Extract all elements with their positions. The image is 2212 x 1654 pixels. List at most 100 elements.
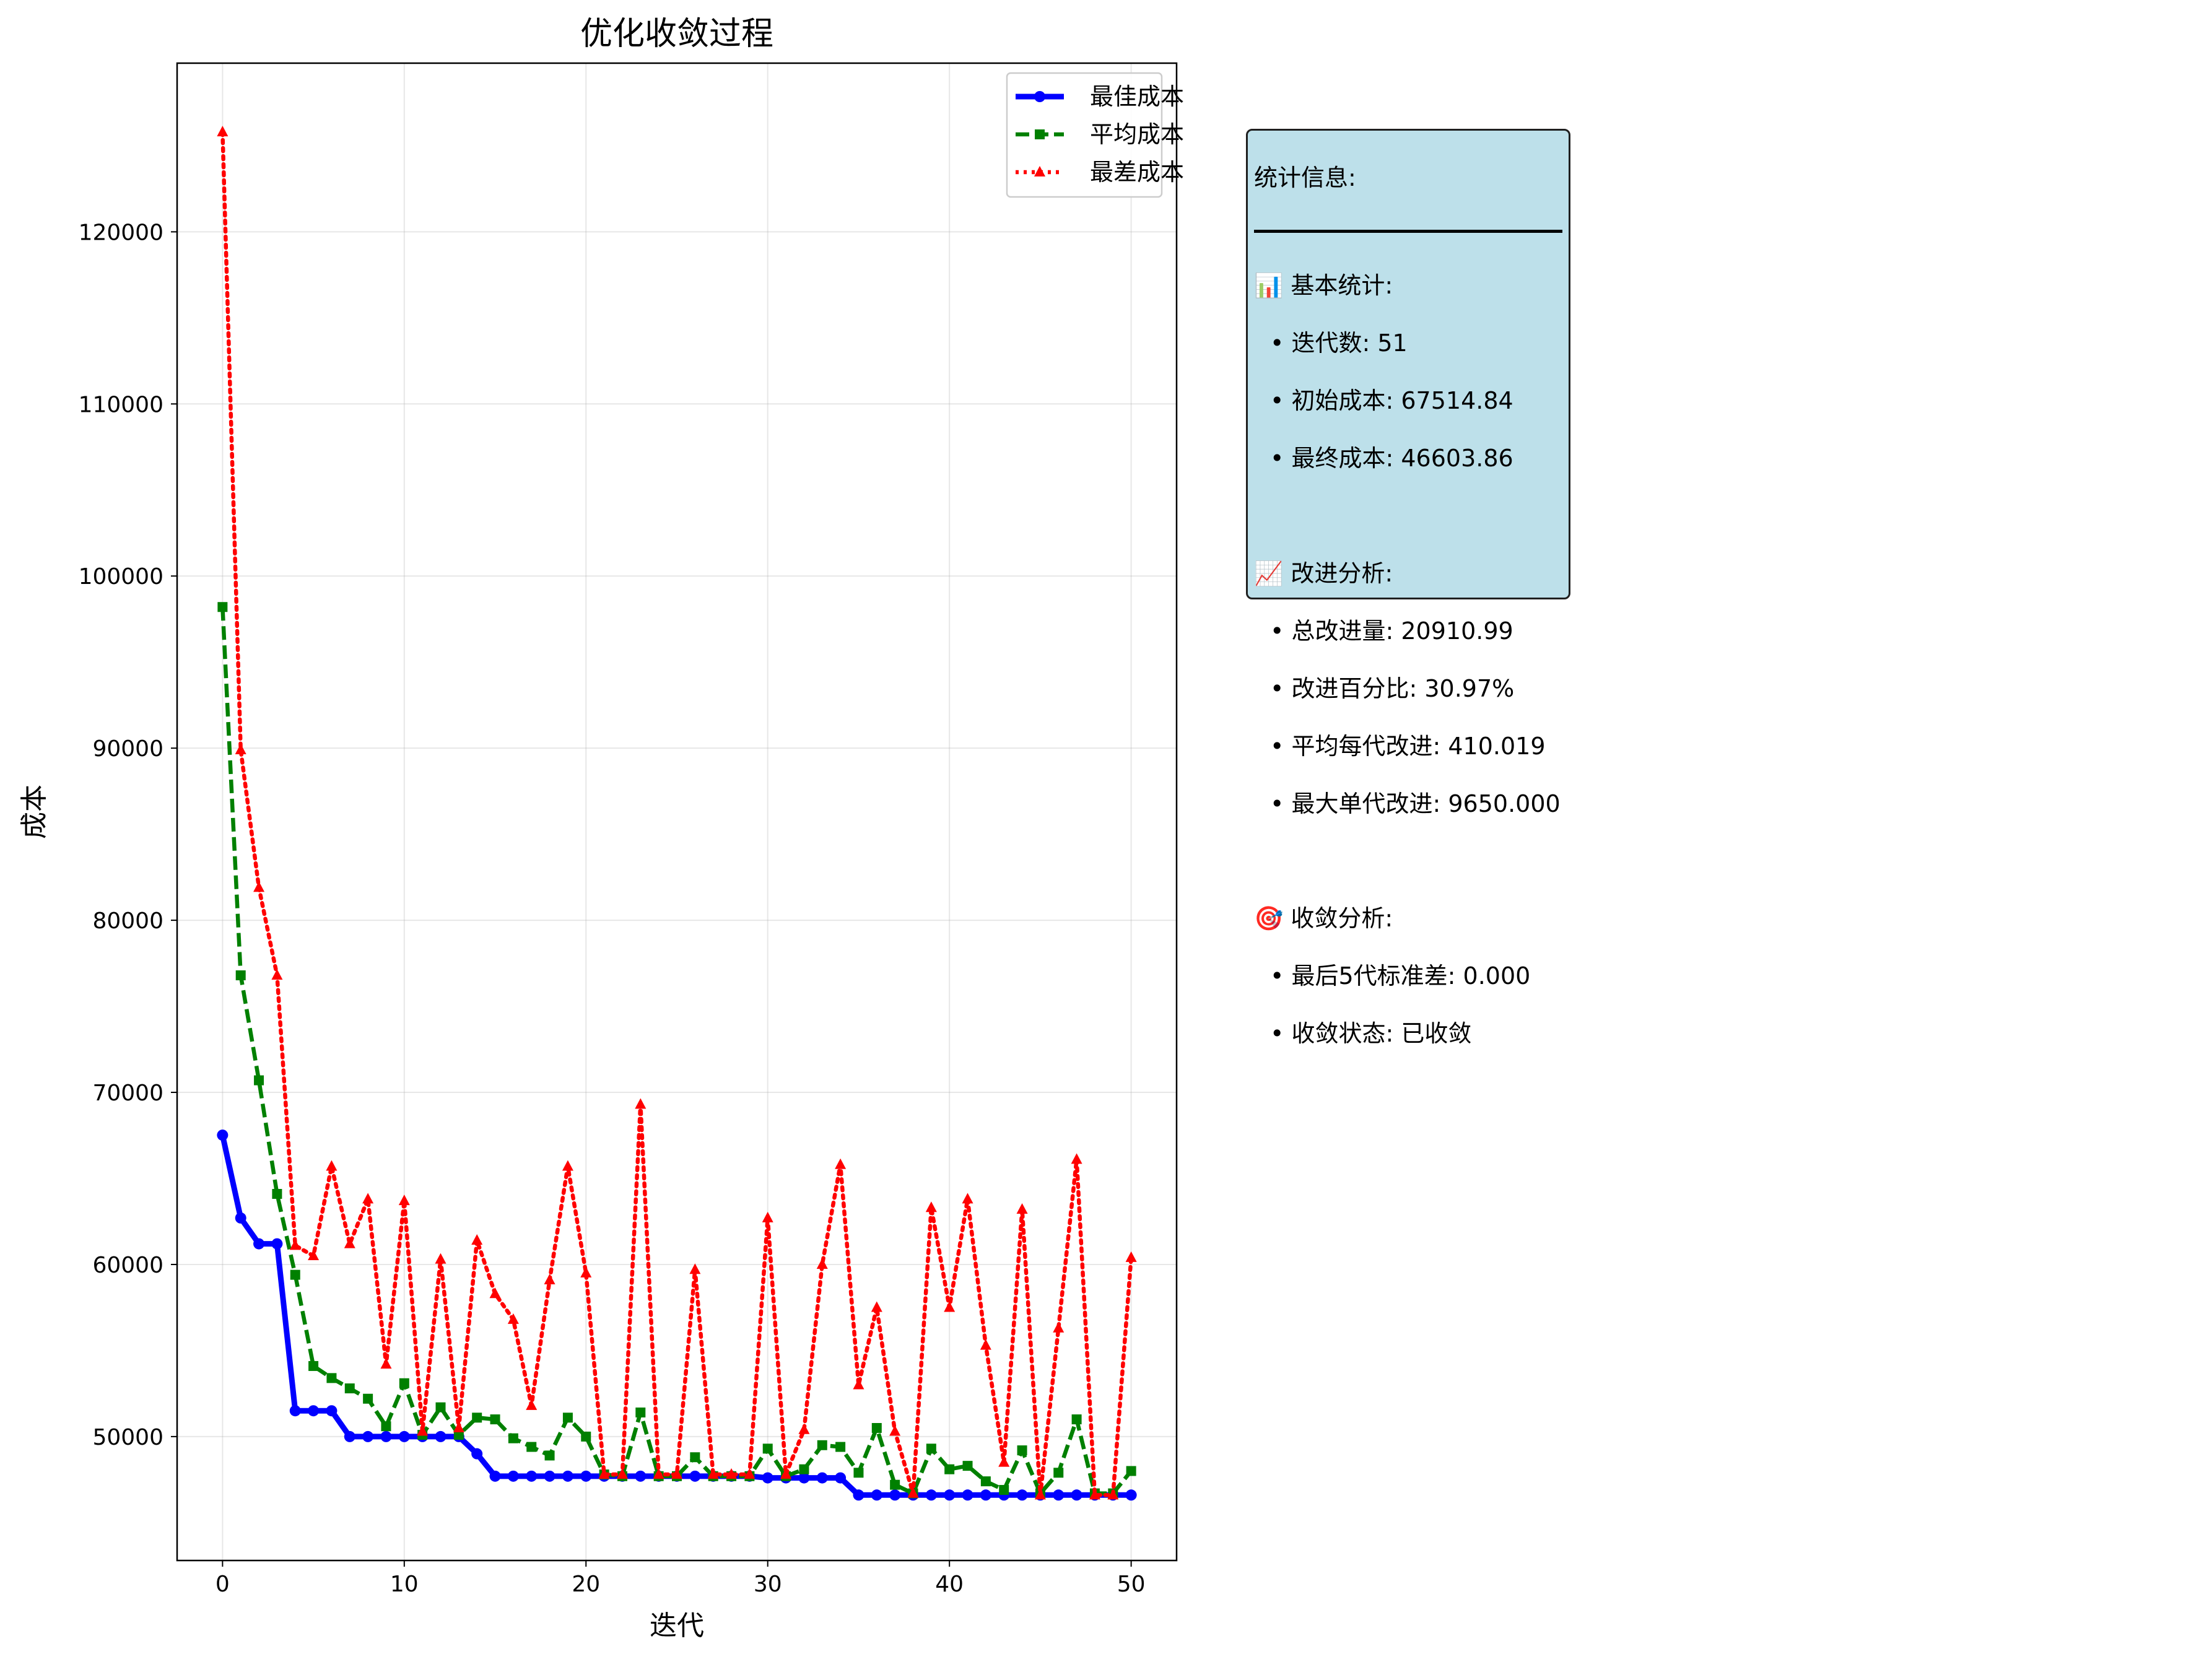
data-point bbox=[562, 1160, 573, 1171]
data-point bbox=[944, 1489, 956, 1501]
series-layer bbox=[217, 126, 1137, 1501]
data-point bbox=[489, 1470, 501, 1482]
data-point bbox=[326, 1160, 337, 1171]
data-point bbox=[289, 1239, 301, 1250]
data-point bbox=[381, 1421, 391, 1432]
data-point bbox=[526, 1442, 537, 1452]
data-point bbox=[944, 1301, 956, 1312]
data-point bbox=[762, 1472, 773, 1484]
data-point bbox=[671, 1468, 682, 1479]
data-point bbox=[507, 1313, 519, 1324]
data-point bbox=[326, 1373, 337, 1383]
data-point bbox=[816, 1258, 828, 1269]
data-point bbox=[799, 1464, 809, 1474]
data-point bbox=[853, 1468, 864, 1478]
data-point bbox=[798, 1472, 810, 1484]
data-point bbox=[289, 1405, 301, 1417]
legend-label: 最差成本 bbox=[1090, 159, 1184, 186]
data-point bbox=[762, 1443, 773, 1454]
data-point bbox=[308, 1250, 320, 1261]
data-point bbox=[653, 1468, 664, 1479]
data-point bbox=[544, 1450, 555, 1461]
axes: 0 10 20 30 40 50 50000 60000 70000 80000 90000 1000… bbox=[79, 220, 1146, 1597]
data-point bbox=[780, 1468, 792, 1479]
data-point bbox=[889, 1425, 901, 1436]
data-point bbox=[253, 1238, 265, 1250]
data-point bbox=[925, 1489, 937, 1501]
y-tick-label: 90000 bbox=[92, 736, 163, 762]
data-point bbox=[980, 1489, 991, 1501]
data-point bbox=[581, 1431, 591, 1442]
stats-item: • 初始成本: 67514.84 bbox=[1270, 387, 1513, 414]
data-point bbox=[871, 1489, 882, 1501]
stats-section-convergence-title: 🎯 收敛分析: bbox=[1254, 905, 1393, 932]
data-point bbox=[925, 1201, 937, 1212]
data-point bbox=[1071, 1414, 1082, 1425]
data-point bbox=[453, 1421, 464, 1432]
data-point bbox=[344, 1430, 355, 1442]
data-point bbox=[907, 1487, 919, 1498]
data-point bbox=[707, 1468, 719, 1479]
data-point bbox=[926, 1443, 936, 1454]
data-point bbox=[871, 1301, 882, 1312]
legend-marker bbox=[1035, 129, 1045, 139]
data-point bbox=[980, 1339, 991, 1350]
stats-heading: 统计信息: bbox=[1254, 163, 1356, 191]
data-point bbox=[1071, 1153, 1082, 1164]
legend-marker bbox=[1034, 166, 1045, 176]
data-point bbox=[944, 1464, 955, 1474]
data-point bbox=[1125, 1251, 1137, 1262]
data-point bbox=[508, 1433, 518, 1443]
stats-box: 统计信息: 📊 基本统计: • 迭代数: 51 • 初始成本: 67514.84… bbox=[1246, 129, 1570, 1047]
stats-divider bbox=[1254, 229, 1562, 233]
data-point bbox=[544, 1470, 555, 1482]
data-point bbox=[616, 1468, 628, 1479]
data-point bbox=[835, 1158, 847, 1169]
plot-frame bbox=[176, 62, 1178, 1562]
y-tick-label: 80000 bbox=[92, 908, 163, 934]
data-point bbox=[962, 1461, 973, 1471]
data-point bbox=[526, 1470, 538, 1482]
data-point bbox=[471, 1448, 483, 1460]
y-tick-label: 60000 bbox=[92, 1253, 163, 1278]
data-point bbox=[1053, 1321, 1065, 1333]
data-point bbox=[689, 1263, 701, 1274]
data-point bbox=[1034, 1489, 1046, 1500]
data-point bbox=[998, 1456, 1010, 1467]
stats-spacer bbox=[1254, 502, 1562, 530]
data-point bbox=[816, 1472, 828, 1484]
stats-item: • 总改进量: 20910.99 bbox=[1270, 617, 1513, 645]
legend-label: 平均成本 bbox=[1090, 121, 1184, 148]
data-point bbox=[999, 1485, 1009, 1495]
data-point bbox=[217, 602, 228, 612]
data-point bbox=[690, 1452, 700, 1463]
series-line bbox=[220, 607, 1133, 1495]
data-point bbox=[272, 1189, 282, 1199]
data-point bbox=[635, 1407, 646, 1417]
data-point bbox=[635, 1470, 647, 1482]
data-point bbox=[363, 1393, 373, 1404]
data-point bbox=[1016, 1203, 1028, 1214]
data-point bbox=[1071, 1489, 1082, 1501]
y-axis-title: 成本 bbox=[19, 785, 50, 839]
data-point bbox=[472, 1412, 482, 1423]
data-point bbox=[399, 1378, 409, 1388]
data-point bbox=[1125, 1489, 1137, 1501]
data-point bbox=[962, 1193, 973, 1204]
data-point bbox=[798, 1423, 810, 1434]
data-point bbox=[853, 1489, 864, 1501]
x-tick-label: 20 bbox=[572, 1572, 600, 1597]
x-tick-label: 50 bbox=[1117, 1572, 1146, 1597]
data-point bbox=[544, 1273, 555, 1284]
data-point bbox=[817, 1440, 827, 1450]
data-point bbox=[326, 1405, 337, 1417]
data-point bbox=[635, 1098, 647, 1109]
data-point bbox=[890, 1479, 900, 1490]
data-point bbox=[1107, 1489, 1119, 1500]
y-tick-label: 110000 bbox=[79, 392, 163, 417]
stats-spacer bbox=[1254, 847, 1562, 876]
chart-title: 优化收敛过程 bbox=[580, 15, 773, 53]
data-point bbox=[526, 1399, 538, 1410]
data-point bbox=[380, 1430, 392, 1442]
